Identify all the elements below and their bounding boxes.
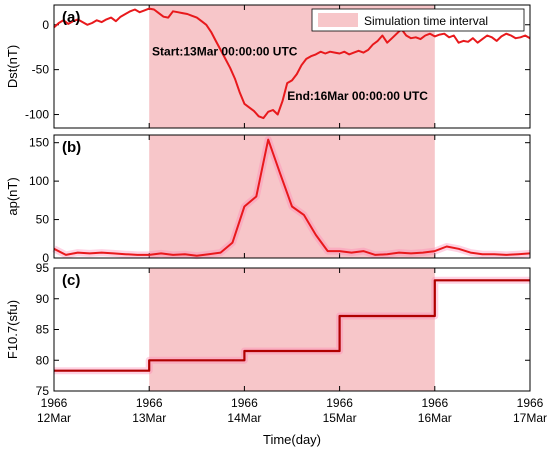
x-tick-year: 1966 xyxy=(41,396,68,410)
x-tick-day: 16Mar xyxy=(418,411,452,425)
x-tick-year: 1966 xyxy=(517,396,544,410)
panel-a-y-ticks: 0 -50 -100 xyxy=(25,18,530,122)
x-axis-label: Time(day) xyxy=(263,432,321,447)
x-tick-year: 1966 xyxy=(326,396,353,410)
y-tick-label: 50 xyxy=(36,213,50,227)
legend-swatch xyxy=(318,13,358,27)
panel-b-series xyxy=(52,136,531,260)
panel-c-frame xyxy=(53,267,531,392)
y-tick-label: -100 xyxy=(25,108,49,122)
legend: Simulation time interval xyxy=(311,8,525,32)
x-tick-day: 17Mar xyxy=(513,411,547,425)
panel-b-label: (b) xyxy=(62,139,81,156)
x-tick-day: 15Mar xyxy=(323,411,357,425)
legend-label: Simulation time interval xyxy=(364,14,488,28)
panel-c-y-ticks: 75 80 85 90 95 xyxy=(36,261,530,398)
panel-c-label: (c) xyxy=(62,272,80,289)
x-tick-year: 1966 xyxy=(421,396,448,410)
legend-box xyxy=(311,8,525,32)
annotation-start: Start:13Mar 00:00:00 UTC xyxy=(152,44,298,58)
panel-c-series xyxy=(54,276,530,375)
x-tick-year: 1966 xyxy=(136,396,163,410)
panel-a-label: (a) xyxy=(62,9,80,26)
y-tick-label: 75 xyxy=(36,384,50,398)
x-tick-day: 12Mar xyxy=(37,411,71,425)
panel-b-simulation-interval-shade xyxy=(149,135,435,258)
panel-b-y-ticks: 0 50 100 150 xyxy=(29,136,530,265)
y-tick-label: 90 xyxy=(36,292,50,306)
series-line xyxy=(54,279,530,372)
x-tick-day: 14Mar xyxy=(227,411,261,425)
panel-b-ap: 0 50 100 150 (b) ap(nT) xyxy=(5,134,531,265)
y-tick-label: 150 xyxy=(29,136,49,150)
panel-a-frame xyxy=(53,4,531,129)
y-tick-label: 0 xyxy=(42,251,49,265)
panel-b-frame xyxy=(53,134,531,259)
y-tick-label: -50 xyxy=(32,63,50,77)
panel-a-ylabel: Dst(nT) xyxy=(5,45,20,88)
x-tick-year: 1966 xyxy=(231,396,258,410)
panel-c-ylabel: F10.7(sfu) xyxy=(5,300,20,359)
panel-c-simulation-interval-shade xyxy=(149,268,435,391)
panel-a-series xyxy=(53,7,531,120)
annotation-end: End:16Mar 00:00:00 UTC xyxy=(287,89,428,103)
panel-b-ylabel: ap(nT) xyxy=(5,177,20,215)
y-tick-label: 95 xyxy=(36,261,50,275)
y-tick-label: 0 xyxy=(42,18,49,32)
panel-a-dst: 0 -50 -100 (a) Dst(nT) Simulation time int… xyxy=(5,4,531,129)
series-line xyxy=(53,7,531,120)
x-tick-labels: 196612Mar196613Mar196614Mar196615Mar1966… xyxy=(37,396,547,425)
y-tick-label: 80 xyxy=(36,353,50,367)
y-tick-label: 100 xyxy=(29,174,49,188)
series-line xyxy=(53,138,531,257)
x-tick-day: 13Mar xyxy=(132,411,166,425)
y-tick-label: 85 xyxy=(36,323,50,337)
